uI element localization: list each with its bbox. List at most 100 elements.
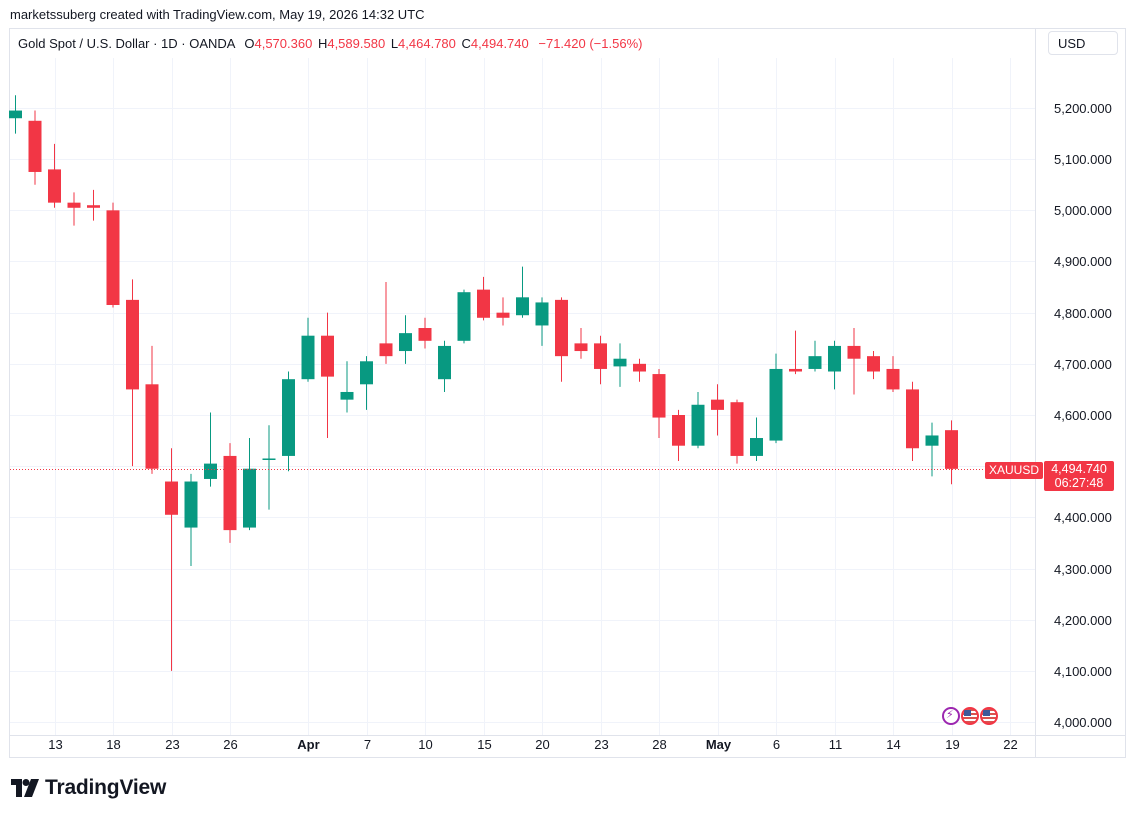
candle-body	[945, 430, 958, 469]
candle	[106, 202, 120, 308]
candle	[379, 281, 393, 364]
candle-body	[321, 335, 334, 377]
candle	[223, 443, 237, 543]
candle-body	[67, 202, 81, 208]
candle	[360, 356, 373, 410]
candle-body	[204, 463, 217, 479]
legend-close-value: 4,494.740	[470, 36, 529, 51]
candle	[28, 110, 42, 185]
candle-body	[867, 356, 880, 372]
x-tick-label: 11	[829, 737, 843, 752]
x-tick-label: 20	[535, 737, 549, 752]
candle	[243, 438, 256, 531]
candle-body	[847, 345, 861, 359]
y-tick-label: 5,000.000	[1054, 203, 1112, 218]
x-tick-label: 28	[652, 737, 666, 752]
x-tick-label: Apr	[297, 737, 319, 752]
candle-body	[340, 391, 354, 400]
candle-body	[106, 210, 120, 305]
x-tick-label: 14	[886, 737, 900, 752]
candle-body	[730, 402, 744, 456]
candle-body	[477, 289, 490, 318]
symbol-tag: XAUUSD	[985, 462, 1043, 479]
last-price-value: 4,494.740	[1051, 462, 1107, 476]
legend-symbol: Gold Spot / U.S. Dollar · 1D · OANDA	[18, 36, 235, 51]
candle-body	[886, 368, 900, 390]
candle	[847, 328, 861, 395]
grid	[10, 58, 1035, 735]
candle	[594, 335, 607, 385]
legend-high-label: H	[317, 36, 328, 51]
candle	[418, 317, 432, 349]
us-flag-icon[interactable]	[961, 707, 979, 725]
tradingview-logo-icon	[11, 779, 39, 797]
candle	[204, 412, 217, 487]
legend-high-value: 4,589.580	[327, 36, 386, 51]
candle	[399, 315, 412, 364]
candle-body	[418, 328, 432, 341]
x-tick-label: 23	[594, 737, 608, 752]
candle-body	[769, 368, 783, 441]
candle-body	[457, 292, 471, 341]
candle-body	[399, 333, 412, 352]
bolt-icon[interactable]	[942, 707, 960, 725]
candle	[496, 297, 510, 326]
x-tick-label: 15	[477, 737, 491, 752]
legend-low-label: L	[390, 36, 399, 51]
candle	[945, 420, 958, 485]
candle	[67, 192, 81, 226]
candles	[9, 95, 958, 671]
y-tick-label: 4,600.000	[1054, 408, 1112, 423]
candle	[574, 328, 588, 359]
chart-credit: marketssuberg created with TradingView.c…	[10, 7, 425, 22]
axes: 4,000.000 4,100.000 4,200.000 4,300.000 4,40…	[10, 29, 1125, 757]
candle-body	[691, 404, 705, 446]
currency-button[interactable]: USD	[1048, 31, 1118, 55]
candle	[652, 368, 666, 439]
candle-body	[262, 458, 276, 460]
legend-close-label: C	[461, 36, 471, 51]
candle-body	[28, 120, 42, 172]
candle	[613, 343, 627, 387]
chart-pane[interactable]	[9, 28, 1126, 758]
x-tick-label: 26	[223, 737, 237, 752]
candle-body	[535, 302, 549, 326]
y-tick-label: 4,200.000	[1054, 613, 1112, 628]
x-tick-label: 10	[418, 737, 432, 752]
bar-countdown: 06:27:48	[1054, 476, 1104, 490]
candle	[828, 340, 841, 390]
y-tick-label: 4,900.000	[1054, 254, 1112, 269]
candle	[301, 317, 315, 382]
candle	[867, 351, 880, 380]
candle	[633, 358, 646, 382]
candle-body	[301, 335, 315, 380]
candle	[282, 371, 295, 472]
candle-body	[594, 343, 607, 369]
us-flag-icon[interactable]	[980, 707, 998, 725]
candle-body	[516, 297, 529, 316]
candle-body	[496, 312, 510, 318]
candle	[145, 345, 159, 474]
candle	[750, 417, 763, 462]
tradingview-logo[interactable]: TradingView	[11, 776, 166, 800]
y-tick-label: 4,100.000	[1054, 664, 1112, 679]
candle	[886, 356, 900, 392]
candle-body	[184, 481, 198, 528]
candle-body	[555, 299, 568, 357]
candle	[457, 289, 471, 344]
candle-body	[223, 455, 237, 531]
candle	[730, 399, 744, 464]
candle	[672, 409, 685, 462]
y-tick-label: 4,800.000	[1054, 306, 1112, 321]
candle	[9, 95, 22, 134]
candle	[87, 189, 100, 221]
candle	[184, 473, 198, 566]
candle	[516, 266, 529, 318]
economic-events[interactable]	[942, 707, 999, 725]
y-tick-label: 4,400.000	[1054, 510, 1112, 525]
candle	[906, 381, 919, 462]
chart-legend: Gold Spot / U.S. Dollar · 1D · OANDA O4,…	[18, 36, 642, 51]
candle	[555, 297, 568, 382]
candle-body	[574, 343, 588, 352]
